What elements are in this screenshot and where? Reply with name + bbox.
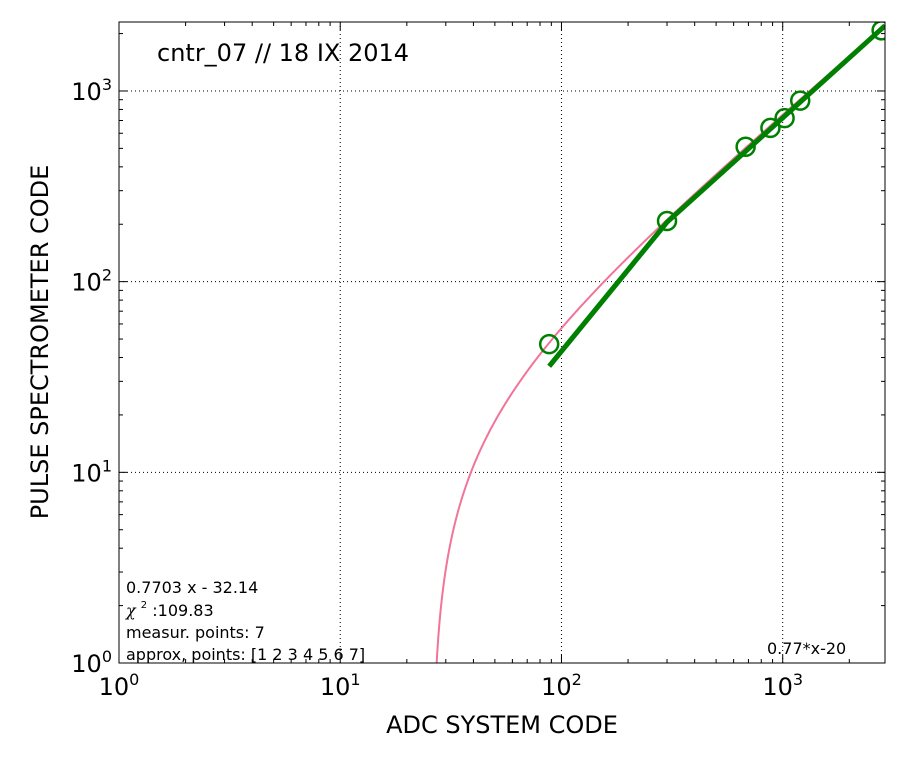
x-tick-label: 103	[762, 670, 803, 701]
fit-equation-annotation: 0.7703 x - 32.14	[126, 578, 258, 597]
grid-lines	[119, 22, 885, 663]
data-point-marker	[760, 117, 781, 139]
chi-value: :109.83	[152, 601, 213, 620]
x-tick-label: 102	[541, 670, 582, 701]
y-tick-label: 102	[71, 266, 112, 297]
measured-points-annotation: measur. points: 7	[126, 623, 265, 642]
x-tick-label: 100	[99, 670, 140, 701]
chart-title: cntr_07 // 18 IX 2014	[157, 39, 409, 67]
plot-frame	[118, 21, 886, 664]
minor-ticks	[119, 22, 885, 663]
approx-points-annotation: approx, points: [1 2 3 4 5 6 7]	[126, 645, 365, 664]
curve-formula-annotation: 0.77*x-20	[767, 639, 846, 658]
plot-background	[119, 22, 885, 663]
y-axis-label: PULSE SPECTROMETER CODE	[26, 165, 54, 520]
data-point-marker	[735, 136, 756, 157]
data-markers	[538, 22, 885, 355]
chi-square-annotation: χ 2 :109.83	[125, 593, 214, 620]
x-axis-label: ADC SYSTEM CODE	[386, 711, 618, 739]
chi-exponent: 2	[141, 600, 147, 611]
plot-area	[435, 22, 885, 663]
x-tick-label: 101	[320, 670, 361, 701]
data-point-marker	[789, 90, 811, 111]
chi-symbol: χ	[125, 601, 137, 620]
y-tick-labels: 100 101 102 103	[71, 75, 112, 678]
data-point-marker	[871, 22, 885, 41]
y-tick-label: 103	[71, 75, 112, 106]
x-tick-labels: 100 101 102 103	[99, 670, 803, 701]
y-tick-label: 100	[71, 647, 112, 678]
data-point-marker	[656, 210, 678, 232]
fit-line	[547, 23, 885, 368]
y-tick-label: 101	[71, 456, 112, 487]
data-point-marker	[538, 333, 560, 355]
data-point-marker	[774, 107, 795, 129]
